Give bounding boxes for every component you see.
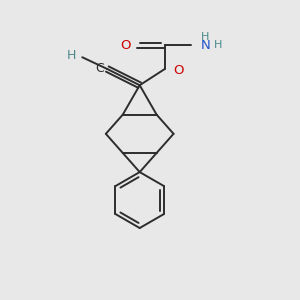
Text: H: H xyxy=(67,49,76,62)
Text: N: N xyxy=(201,39,210,52)
Text: O: O xyxy=(173,64,184,77)
Text: H: H xyxy=(214,40,223,50)
Text: O: O xyxy=(120,39,131,52)
Text: C: C xyxy=(95,62,104,75)
Text: H: H xyxy=(201,32,209,42)
